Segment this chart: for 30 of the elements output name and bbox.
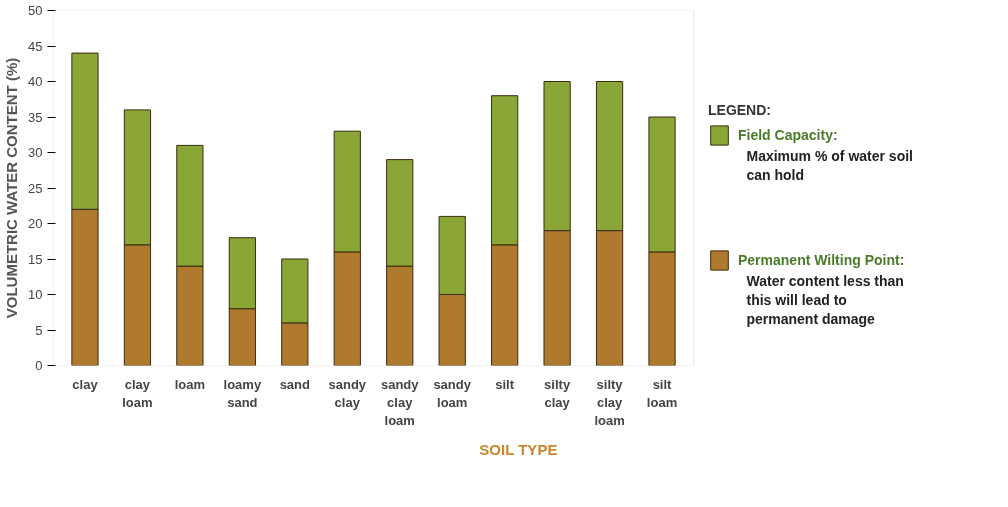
y-tick-label: 25 [28, 180, 43, 196]
x-tick-label: clay [72, 376, 99, 392]
text: Maximum % of water soil can hold [746, 147, 913, 183]
x-axis-title: SOIL TYPE [479, 440, 558, 458]
y-axis-title: VOLUMETRIC WATER CONTENT (%) [3, 57, 21, 319]
y-tick-label: 40 [28, 74, 43, 89]
legend-label: Field Capacity: [738, 127, 838, 143]
x-tick-label: loamy sand [223, 376, 262, 410]
y-tick-label: 5 [35, 322, 43, 338]
x-tick-label: sandy clay loam [380, 376, 420, 428]
y-tick-label: 50 [28, 3, 43, 18]
y-tick-label: 10 [28, 287, 43, 302]
x-tick-label: loam [174, 376, 206, 392]
x-tick-label: sandy clay [328, 376, 367, 410]
y-tick-label: 30 [28, 145, 43, 160]
y-tick-label: 35 [28, 109, 43, 125]
x-tick-label: silty clay [544, 376, 571, 410]
legend-label: Permanent Wilting Point: [738, 252, 905, 268]
y-tick-label: 20 [28, 216, 43, 231]
x-tick-label: sandy loam [433, 376, 472, 410]
x-tick-label: sand [279, 376, 311, 392]
legend-title: LEGEND: [708, 102, 772, 118]
y-tick-label: 45 [28, 38, 43, 54]
x-tick-label: silt [495, 376, 515, 392]
x-tick-label: clay loam [122, 376, 153, 410]
x-tick-label: silt loam [646, 376, 678, 410]
x-tick-label: silty clay loam [594, 376, 625, 428]
y-tick-label: 15 [28, 251, 43, 267]
y-tick-label: 0 [35, 358, 43, 373]
text: Water content less than this will lead to permanent damage [746, 272, 904, 327]
